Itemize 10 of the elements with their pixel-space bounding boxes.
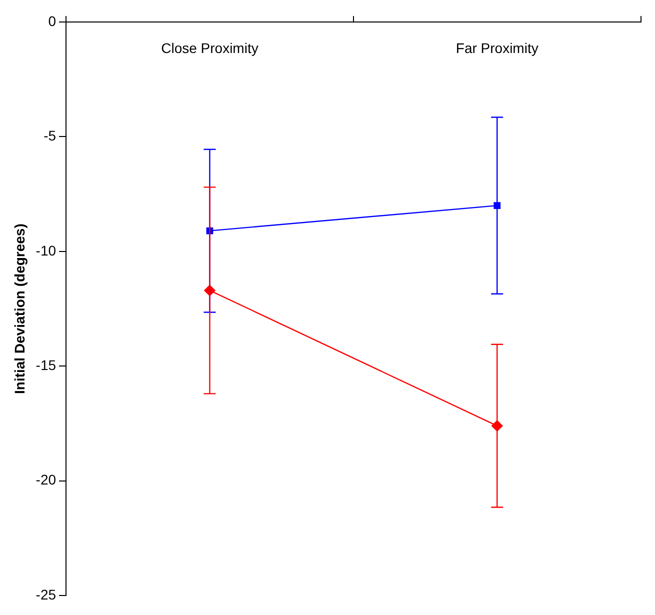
y-tick-label: -20 bbox=[36, 472, 56, 488]
point bbox=[494, 202, 501, 209]
y-tick-label: -25 bbox=[36, 586, 56, 602]
x-tick-label: Far Proximity bbox=[456, 40, 538, 56]
x-tick-label: Close Proximity bbox=[161, 40, 258, 56]
y-tick-label: -10 bbox=[36, 242, 56, 258]
y-axis-title: Initial Deviation (degrees) bbox=[11, 224, 28, 394]
y-tick-label: -5 bbox=[44, 128, 56, 144]
y-tick-label: -15 bbox=[36, 357, 56, 374]
y-tick-label: 0 bbox=[48, 12, 56, 29]
